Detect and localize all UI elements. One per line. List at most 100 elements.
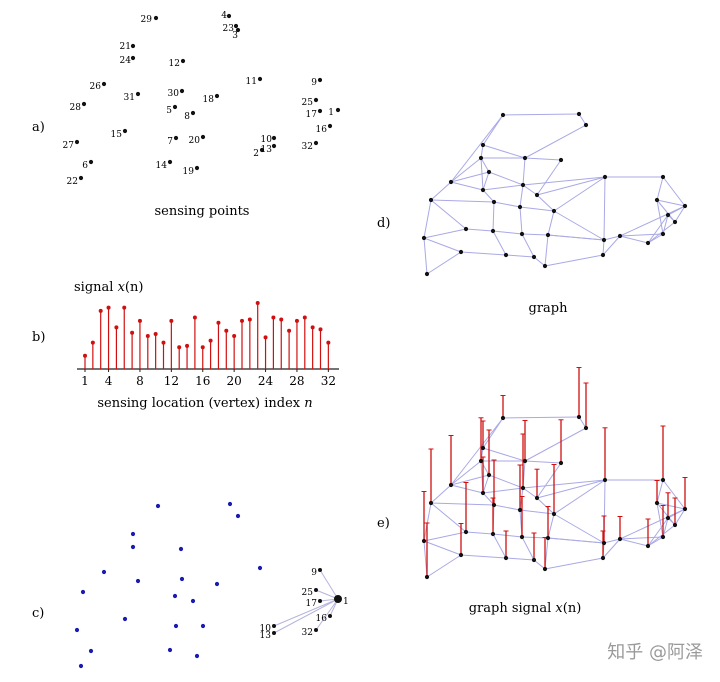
d-vertex-16 bbox=[491, 199, 497, 205]
d-vertex-9 bbox=[486, 169, 492, 175]
e-vertex-16 bbox=[491, 502, 497, 508]
sensing-point-30 bbox=[179, 88, 185, 94]
c-neighbor-label-32: 32 bbox=[302, 628, 313, 638]
e-edge-1 bbox=[502, 416, 580, 419]
c-center-label: 1 bbox=[343, 597, 349, 607]
c-neighbor-13 bbox=[272, 631, 276, 635]
e-edge-14 bbox=[488, 474, 524, 489]
sensing-point-label-12: 12 bbox=[169, 59, 180, 69]
e-edge-15 bbox=[482, 487, 524, 494]
stem-marker-32 bbox=[326, 340, 331, 345]
sensing-point-label-18: 18 bbox=[203, 95, 215, 105]
panel-d-graph bbox=[421, 111, 688, 277]
e-vertex-19 bbox=[654, 500, 660, 506]
stem-marker-22 bbox=[247, 317, 252, 322]
c-point-1 bbox=[155, 503, 161, 509]
sensing-point-3 bbox=[235, 27, 241, 33]
c-neighbor-label-10: 10 bbox=[260, 624, 272, 634]
sensing-point-5 bbox=[172, 104, 178, 110]
e-vertex-6 bbox=[522, 458, 528, 464]
d-vertex-34 bbox=[503, 252, 509, 258]
e-vertex-33 bbox=[458, 552, 464, 558]
panel-b-xlabel: sensing location (vertex) index n bbox=[97, 396, 312, 411]
x-tick-label-8: 8 bbox=[136, 374, 144, 388]
sensing-point-27 bbox=[74, 139, 80, 145]
panel-e-caption: graph signal x(n) bbox=[469, 601, 582, 616]
stem-marker-31 bbox=[318, 327, 323, 332]
e-edge-13 bbox=[482, 474, 490, 494]
d-vertex-24 bbox=[463, 226, 469, 232]
e-vertex-10 bbox=[480, 490, 486, 496]
e-vertex-5 bbox=[478, 458, 484, 464]
sensing-point-label-4: 4 bbox=[221, 11, 227, 21]
stem-marker-18 bbox=[216, 320, 221, 325]
sensing-point-label-8: 8 bbox=[184, 112, 190, 122]
e-vertex-21 bbox=[665, 515, 671, 521]
d-vertex-11 bbox=[520, 182, 526, 188]
stem-marker-28 bbox=[294, 318, 299, 323]
d-edge-62 bbox=[544, 254, 604, 267]
e-edge-72 bbox=[656, 502, 676, 526]
d-edge-64 bbox=[602, 235, 621, 256]
sensing-point-8 bbox=[190, 110, 196, 116]
d-edge-54 bbox=[423, 237, 462, 253]
d-edge-12 bbox=[450, 181, 484, 191]
sensing-point-label-23: 23 bbox=[223, 24, 235, 34]
stem-marker-4 bbox=[106, 305, 111, 310]
e-vertex-12 bbox=[534, 495, 540, 501]
sensing-point-label-10: 10 bbox=[261, 135, 273, 145]
sensing-point-13 bbox=[271, 143, 277, 149]
stem-marker-12 bbox=[169, 318, 174, 323]
sensing-point-label-7: 7 bbox=[167, 137, 173, 147]
d-edge-58 bbox=[505, 254, 535, 258]
sensing-point-label-6: 6 bbox=[82, 161, 88, 171]
stem-marker-2 bbox=[90, 340, 95, 345]
d-edge-36 bbox=[430, 199, 467, 230]
sensing-point-label-30: 30 bbox=[168, 89, 180, 99]
sensing-point-31 bbox=[135, 91, 141, 97]
sensing-point-7 bbox=[173, 135, 179, 141]
sensing-point-18 bbox=[214, 93, 220, 99]
d-vertex-31 bbox=[645, 240, 651, 246]
x-tick-label-28: 28 bbox=[289, 374, 304, 388]
sensing-point-24 bbox=[130, 55, 136, 61]
e-edge-29 bbox=[482, 492, 495, 506]
d-vertex-13 bbox=[602, 174, 608, 180]
e-edge-64 bbox=[602, 538, 621, 559]
sensing-point-15 bbox=[122, 128, 128, 134]
d-edge-56 bbox=[460, 251, 507, 256]
d-edge-31 bbox=[519, 184, 524, 208]
watermark-text: 知乎 @阿泽 bbox=[607, 642, 703, 663]
d-vertex-7 bbox=[558, 157, 564, 163]
e-edge-40 bbox=[492, 533, 523, 538]
e-vertex-11 bbox=[520, 485, 526, 491]
c-neighbor-17 bbox=[318, 599, 322, 603]
e-vertex-23 bbox=[421, 538, 427, 544]
sensing-point-label-25: 25 bbox=[302, 98, 314, 108]
e-edge-62 bbox=[544, 557, 604, 570]
e-edge-2 bbox=[578, 416, 587, 429]
panel-b-label: b) bbox=[32, 330, 45, 345]
d-vertex-33 bbox=[458, 249, 464, 255]
c-point-7 bbox=[101, 569, 107, 575]
c-point-4 bbox=[130, 531, 136, 537]
e-vertex-8 bbox=[448, 482, 454, 488]
stem-marker-9 bbox=[145, 334, 150, 338]
panel-b-title: signal x(n) bbox=[74, 280, 143, 295]
c-point-3 bbox=[235, 513, 241, 519]
e-edge-10 bbox=[450, 460, 482, 486]
d-edge-13 bbox=[482, 171, 490, 191]
sensing-point-label-28: 28 bbox=[70, 103, 82, 113]
c-edge-1-32 bbox=[315, 598, 339, 631]
e-vertex-9 bbox=[486, 472, 492, 478]
e-edge-51 bbox=[647, 524, 676, 547]
panel-d-caption: graph bbox=[529, 301, 569, 316]
d-edge-6 bbox=[482, 144, 526, 159]
d-vertex-4 bbox=[480, 142, 486, 148]
c-point-21 bbox=[78, 663, 84, 669]
c-neighbor-32 bbox=[314, 628, 318, 632]
x-tick-label-4: 4 bbox=[105, 374, 113, 388]
d-vertex-27 bbox=[545, 232, 551, 238]
x-tick-label-1: 1 bbox=[81, 374, 89, 388]
